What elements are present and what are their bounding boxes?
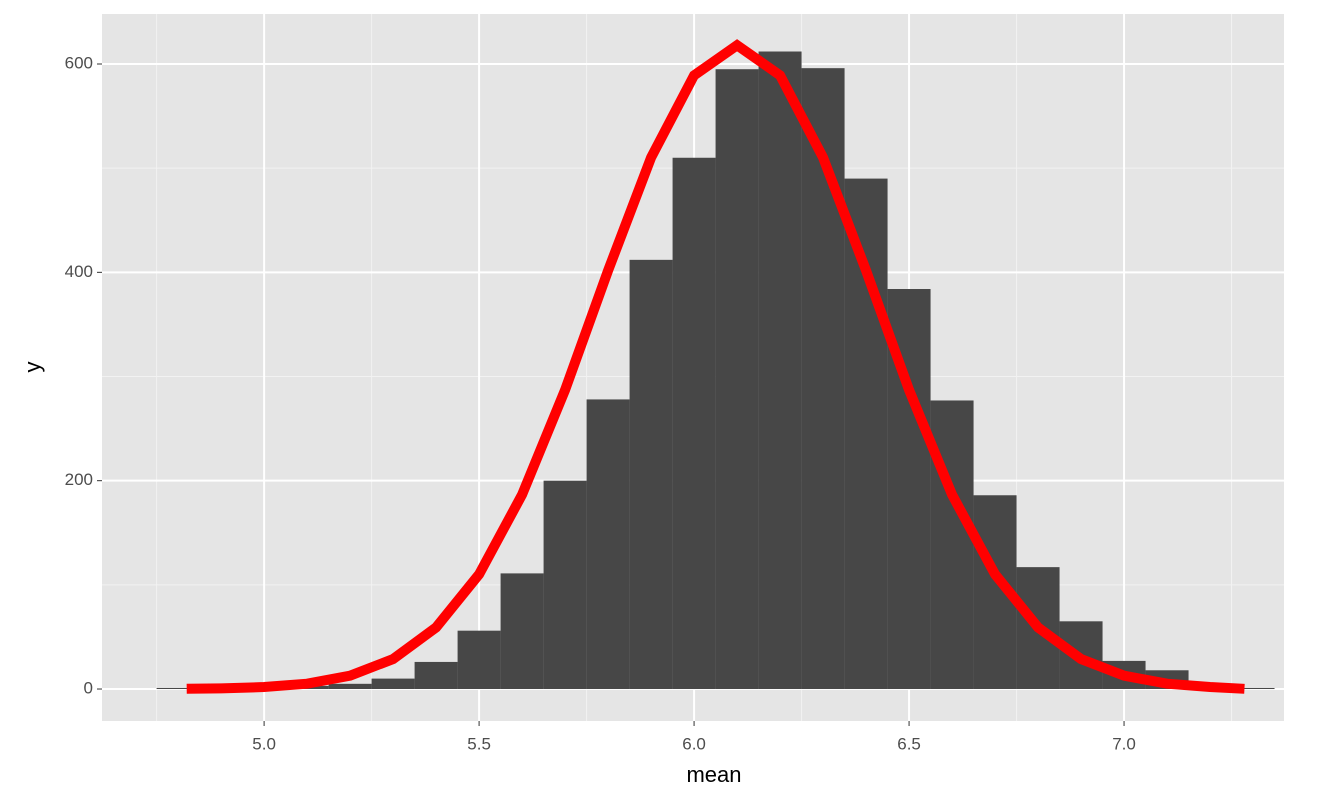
bar <box>414 661 458 690</box>
bar <box>1231 687 1275 690</box>
bar <box>328 683 372 690</box>
bar <box>672 157 716 690</box>
bar <box>500 573 544 690</box>
bar <box>930 400 974 690</box>
x-tick-label: 6.0 <box>682 734 706 753</box>
y-tick-label: 600 <box>65 53 93 72</box>
bar <box>844 178 888 690</box>
bar <box>371 678 415 690</box>
bar <box>801 68 845 690</box>
bar <box>629 259 673 690</box>
x-tick-label: 6.5 <box>897 734 921 753</box>
x-axis-label: mean <box>686 762 741 787</box>
bar <box>758 51 802 690</box>
bar <box>543 480 587 690</box>
y-axis-label: y <box>20 362 45 373</box>
bar <box>457 630 501 690</box>
y-tick-label: 400 <box>65 262 93 281</box>
bar <box>156 687 200 690</box>
x-tick-label: 5.5 <box>467 734 491 753</box>
x-tick-label: 7.0 <box>1112 734 1136 753</box>
bar <box>715 69 759 690</box>
y-tick-label: 0 <box>84 679 93 698</box>
bar <box>586 399 630 690</box>
x-tick-label: 5.0 <box>252 734 276 753</box>
y-tick-label: 200 <box>65 470 93 489</box>
curve <box>186 39 1245 694</box>
